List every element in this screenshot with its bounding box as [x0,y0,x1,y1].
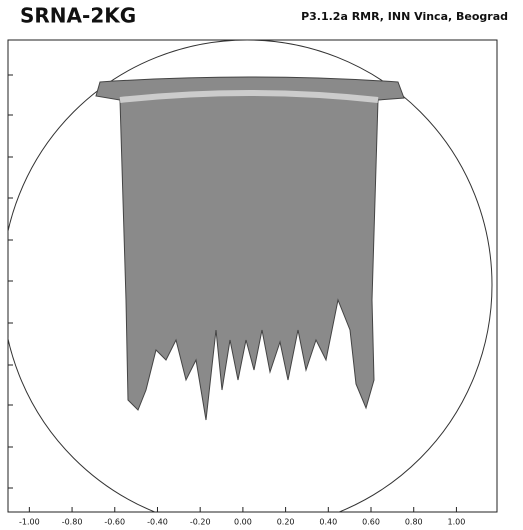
x-tick-label: -0.20 [190,518,211,527]
x-tick-label: 0.80 [405,518,423,527]
x-tick-label: 0.20 [277,518,295,527]
chart-subtitle: P3.1.2a RMR, INN Vinca, Beograd [301,10,508,23]
x-tick-label: 1.00 [448,518,466,527]
x-tick-label: -1.00 [19,518,40,527]
y-tick-marks [8,74,13,489]
x-tick-label: -0.60 [104,518,125,527]
dose-contour [95,76,405,421]
core-boundary [8,40,493,512]
contour-highlight [119,90,379,103]
x-tick-label: 0.40 [319,518,337,527]
x-tick-label: -0.40 [147,518,168,527]
chart-title: SRNA-2KG [20,4,136,28]
x-tick-label: 0.00 [234,518,252,527]
x-tick-label: -0.80 [62,518,83,527]
x-tick-label: 0.60 [362,518,380,527]
